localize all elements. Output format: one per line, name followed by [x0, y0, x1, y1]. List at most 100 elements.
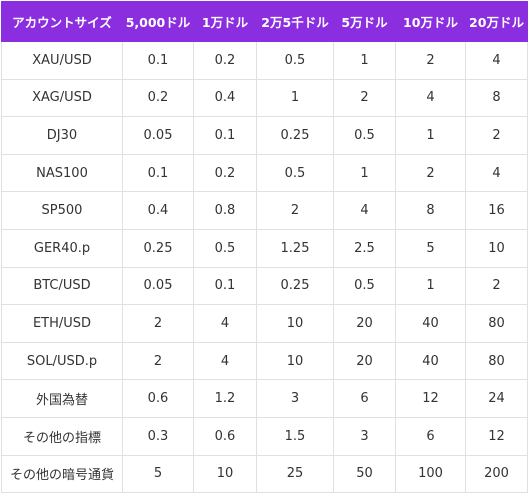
header-10k: 1万ドル [193, 1, 257, 42]
table-header: アカウントサイズ 5,000ドル 1万ドル 2万5千ドル 5万ドル 10万ドル … [1, 1, 528, 42]
table-row: GER40.p 0.25 0.5 1.25 2.5 5 10 [1, 228, 528, 268]
lot-size-cell: 1 [256, 78, 334, 118]
lot-size-cell: 0.1 [193, 116, 257, 155]
lot-size-cell: 0.2 [193, 153, 257, 193]
lot-size-cell: 0.25 [256, 266, 334, 306]
lot-size-cell: 2 [122, 341, 194, 381]
table-row: DJ30 0.05 0.1 0.25 0.5 1 2 [1, 116, 528, 155]
lot-size-cell: 0.1 [122, 41, 194, 80]
header-100k: 10万ドル [395, 1, 466, 42]
lot-size-cell: 8 [465, 78, 528, 118]
instrument-cell: GER40.p [1, 228, 123, 268]
lot-size-cell: 24 [465, 379, 528, 418]
lot-size-cell: 8 [395, 191, 466, 230]
lot-size-cell: 25 [256, 454, 334, 494]
header-account-size: アカウントサイズ [1, 1, 123, 42]
header-25k: 2万5千ドル [256, 1, 334, 42]
lot-size-cell: 10 [256, 341, 334, 381]
lot-size-cell: 2.5 [333, 228, 396, 268]
lot-size-cell: 10 [193, 454, 257, 494]
lot-size-cell: 0.05 [122, 266, 194, 306]
table-body: XAU/USD 0.1 0.2 0.5 1 2 4 XAG/USD 0.2 0.4 1 2 4 8 DJ30… [1, 41, 528, 494]
lot-size-cell: 0.5 [256, 41, 334, 80]
lot-size-cell: 100 [395, 454, 466, 494]
table-row: 外国為替 0.6 1.2 3 6 12 24 [1, 379, 528, 418]
instrument-cell: XAU/USD [1, 41, 123, 80]
lot-size-cell: 0.6 [122, 379, 194, 418]
table-row: SOL/USD.p 2 4 10 20 40 80 [1, 341, 528, 381]
lot-size-cell: 40 [395, 341, 466, 381]
header-50k: 5万ドル [333, 1, 396, 42]
lot-size-cell: 2 [256, 191, 334, 230]
lot-size-cell: 2 [333, 78, 396, 118]
instrument-cell: NAS100 [1, 153, 123, 193]
table-row: SP500 0.4 0.8 2 4 8 16 [1, 191, 528, 230]
lot-size-cell: 0.2 [122, 78, 194, 118]
lot-size-cell: 0.4 [193, 78, 257, 118]
lot-size-cell: 2 [122, 304, 194, 343]
lot-size-cell: 0.6 [193, 416, 257, 456]
table-row: ETH/USD 2 4 10 20 40 80 [1, 304, 528, 343]
instrument-cell: XAG/USD [1, 78, 123, 118]
instrument-cell: 外国為替 [1, 379, 123, 418]
lot-size-cell: 0.2 [193, 41, 257, 80]
lot-size-cell: 40 [395, 304, 466, 343]
table-row: その他の指標 0.3 0.6 1.5 3 6 12 [1, 416, 528, 456]
lot-size-cell: 10 [256, 304, 334, 343]
lot-size-cell: 0.1 [193, 266, 257, 306]
table-row: XAG/USD 0.2 0.4 1 2 4 8 [1, 78, 528, 118]
lot-size-cell: 2 [465, 116, 528, 155]
lot-size-cell: 0.05 [122, 116, 194, 155]
lot-size-cell: 0.5 [193, 228, 257, 268]
header-row: アカウントサイズ 5,000ドル 1万ドル 2万5千ドル 5万ドル 10万ドル … [1, 1, 528, 42]
lot-size-cell: 1 [333, 153, 396, 193]
instrument-cell: その他の指標 [1, 416, 123, 456]
lot-size-cell: 12 [395, 379, 466, 418]
lot-size-cell: 3 [333, 416, 396, 456]
lot-size-cell: 1 [333, 41, 396, 80]
header-200k: 20万ドル [465, 1, 528, 42]
lot-size-cell: 0.4 [122, 191, 194, 230]
lot-size-cell: 4 [193, 341, 257, 381]
instrument-cell: ETH/USD [1, 304, 123, 343]
lot-size-cell: 20 [333, 341, 396, 381]
lot-size-cell: 1 [395, 116, 466, 155]
table-row: NAS100 0.1 0.2 0.5 1 2 4 [1, 153, 528, 193]
instrument-cell: DJ30 [1, 116, 123, 155]
lot-size-cell: 4 [465, 41, 528, 80]
lot-size-cell: 0.1 [122, 153, 194, 193]
lot-size-cell: 6 [395, 416, 466, 456]
lot-size-cell: 0.8 [193, 191, 257, 230]
lot-size-cell: 200 [465, 454, 528, 494]
lot-size-cell: 10 [465, 228, 528, 268]
lot-size-cell: 4 [395, 78, 466, 118]
lot-size-cell: 1.2 [193, 379, 257, 418]
header-5000: 5,000ドル [122, 1, 194, 42]
lot-size-cell: 3 [256, 379, 334, 418]
lot-size-cell: 0.25 [122, 228, 194, 268]
lot-size-cell: 2 [395, 153, 466, 193]
instrument-cell: BTC/USD [1, 266, 123, 306]
lot-size-cell: 0.5 [333, 116, 396, 155]
lot-size-cell: 12 [465, 416, 528, 456]
lot-size-cell: 4 [333, 191, 396, 230]
lot-size-cell: 0.5 [333, 266, 396, 306]
lot-size-cell: 1 [395, 266, 466, 306]
lot-size-cell: 1.5 [256, 416, 334, 456]
lot-size-cell: 80 [465, 341, 528, 381]
table-row: BTC/USD 0.05 0.1 0.25 0.5 1 2 [1, 266, 528, 306]
lot-size-cell: 4 [193, 304, 257, 343]
lot-size-cell: 4 [465, 153, 528, 193]
lot-size-cell: 80 [465, 304, 528, 343]
table-row: その他の暗号通貨 5 10 25 50 100 200 [1, 454, 528, 494]
lot-size-cell: 1.25 [256, 228, 334, 268]
lot-size-cell: 2 [395, 41, 466, 80]
lot-size-cell: 2 [465, 266, 528, 306]
lot-size-cell: 0.3 [122, 416, 194, 456]
instrument-cell: SP500 [1, 191, 123, 230]
lot-size-cell: 5 [122, 454, 194, 494]
lot-size-cell: 6 [333, 379, 396, 418]
lot-size-cell: 0.5 [256, 153, 334, 193]
